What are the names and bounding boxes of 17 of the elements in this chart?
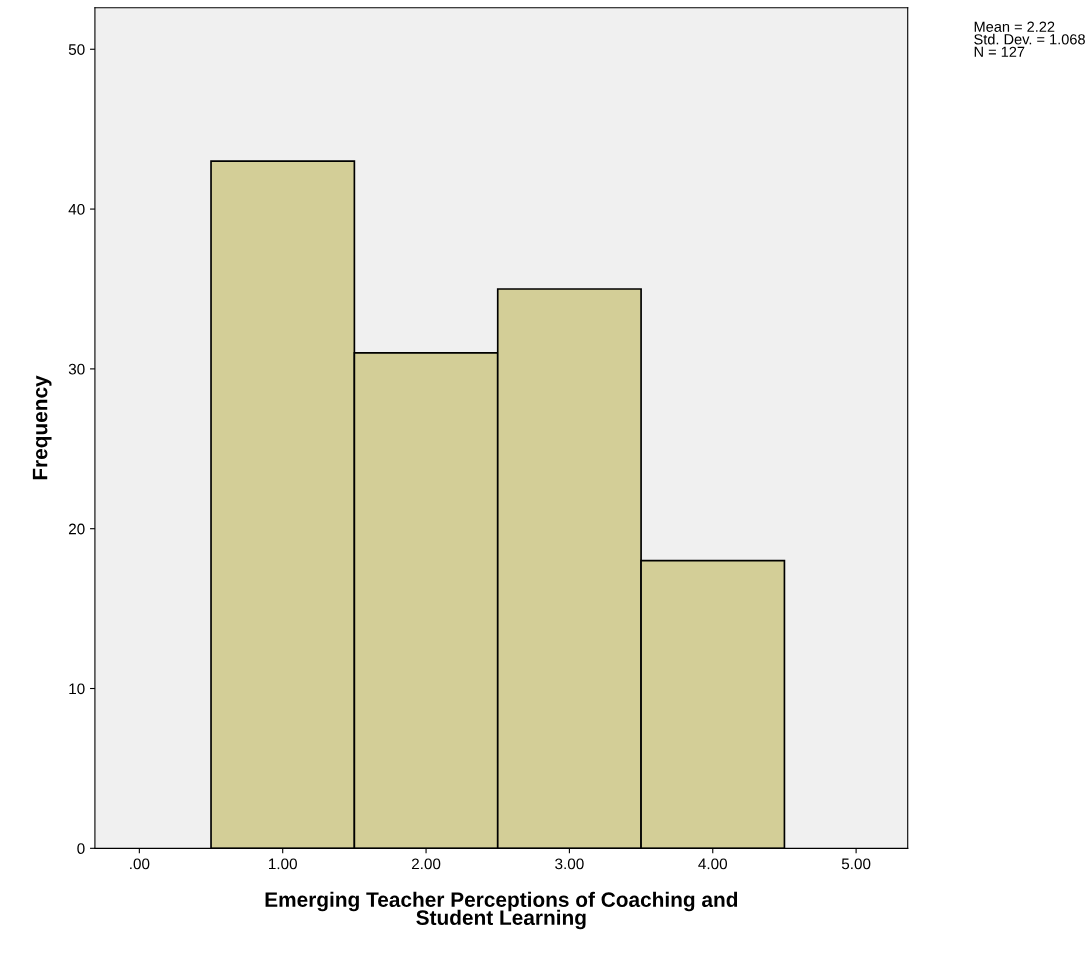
y-tick-label: 30 — [68, 363, 85, 375]
x-axis-title: Emerging Teacher Perceptions of Coaching and Student Learning — [265, 891, 738, 930]
text: Std. Dev. = 1.068 — [974, 33, 1085, 45]
text: Mean = 2.22 — [974, 21, 1055, 32]
y-tick-label: 20 — [68, 523, 85, 535]
x-tick-label: 1.00 — [269, 858, 297, 870]
x-tick-label: .00 — [130, 858, 150, 870]
x-tick-label: 5.00 — [841, 858, 871, 870]
x-tick-label: 2.00 — [411, 858, 441, 870]
x-tick-label: 4.00 — [698, 858, 728, 870]
y-tick-label: 50 — [68, 44, 85, 55]
y-tick-label: 10 — [69, 683, 85, 695]
x-tick-label: 3.00 — [555, 858, 584, 870]
y-tick-label: 40 — [68, 203, 85, 215]
y-tick-label: 0 — [77, 843, 85, 855]
text: N = 127 — [974, 46, 1025, 57]
y-axis-title: Frequency — [32, 375, 52, 480]
